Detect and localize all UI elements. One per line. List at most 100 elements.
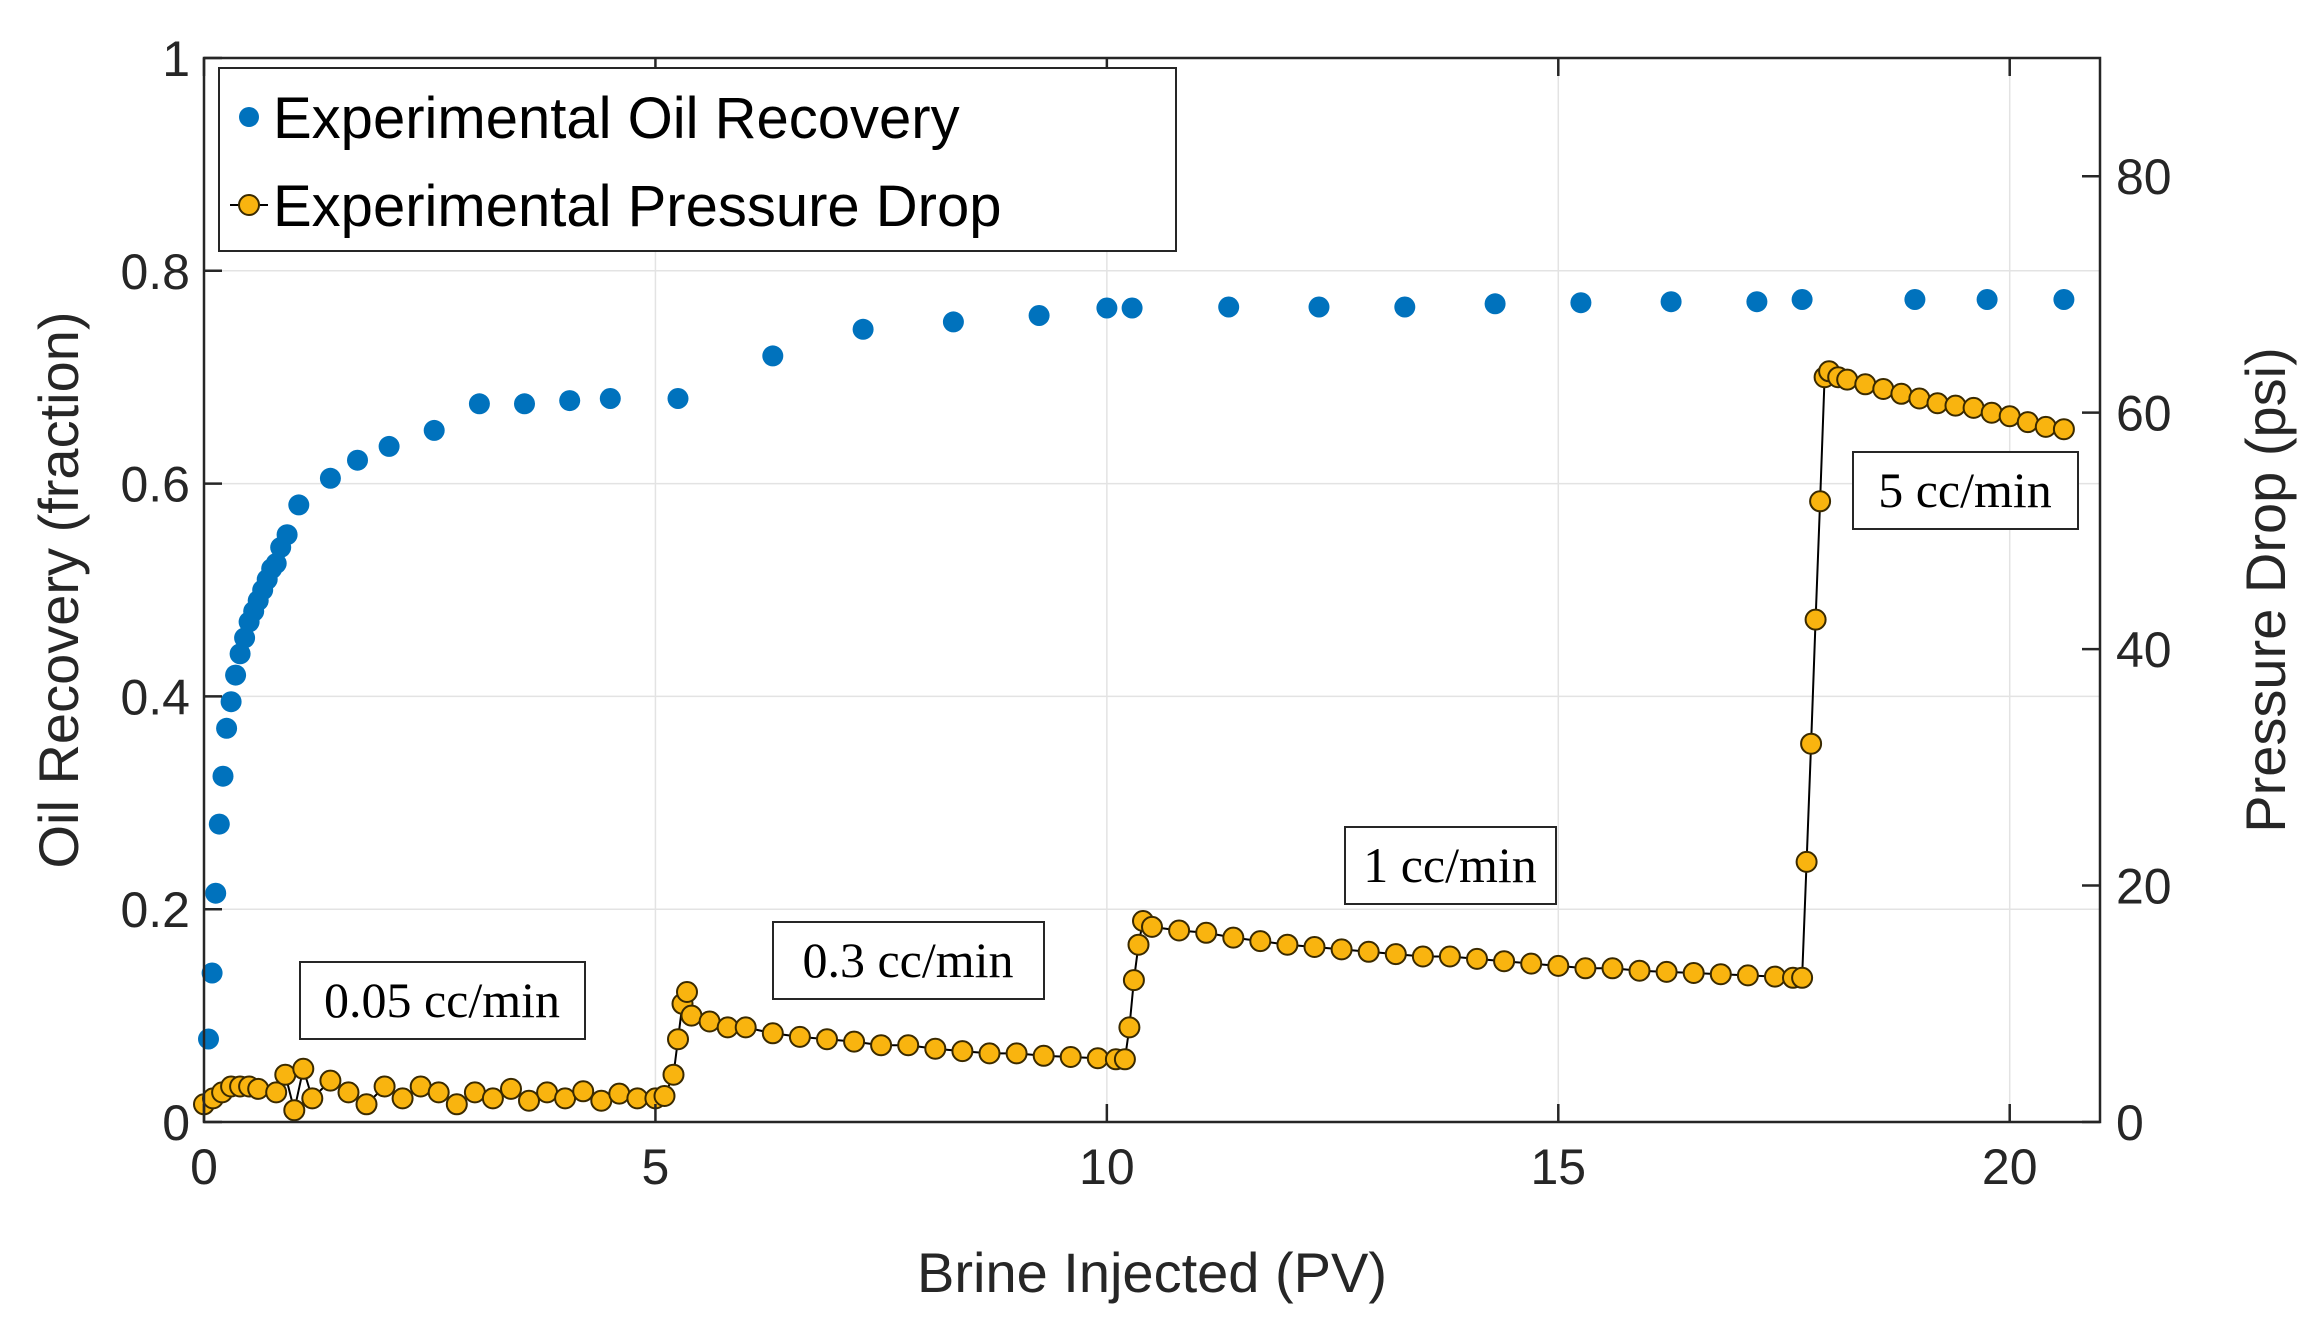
recovery-series xyxy=(198,289,2075,1050)
pressure-point-0-12 xyxy=(319,1069,342,1092)
annotation-box-3 xyxy=(1852,451,2079,530)
recovery-point-8 xyxy=(229,643,251,665)
pressure-point-2-0 xyxy=(1118,1016,1141,1039)
pressure-point-1-20 xyxy=(1086,1047,1109,1070)
recovery-point-4 xyxy=(212,765,234,787)
pressure-point-3-7 xyxy=(1836,368,1859,391)
pressure-point-0-21 xyxy=(481,1087,504,1110)
pressure-point-1-12 xyxy=(870,1034,893,1057)
recovery-point-25 xyxy=(514,393,535,415)
pressure-point-3-19 xyxy=(2052,418,2075,441)
recovery-point-23 xyxy=(423,419,445,441)
annotation-box-1 xyxy=(772,921,1045,1000)
recovery-point-7 xyxy=(225,664,247,686)
pressure-point-3-15 xyxy=(1980,401,2003,424)
pressure-point-1-8 xyxy=(761,1022,784,1045)
pressure-point-0-17 xyxy=(409,1075,432,1098)
pressure-point-0-26 xyxy=(572,1080,595,1103)
pressure-point-2-22 xyxy=(1628,959,1651,982)
pressure-point-2-15 xyxy=(1438,945,1461,968)
pressure-point-0-9 xyxy=(283,1099,306,1122)
pressure-point-0-28 xyxy=(608,1082,631,1105)
recovery-point-30 xyxy=(852,318,874,340)
y-right-tick-label-1: 20 xyxy=(2116,859,2172,915)
recovery-point-44 xyxy=(1976,289,1998,310)
pressure-point-2-8 xyxy=(1249,930,1272,953)
pressure-point-0-11 xyxy=(301,1087,324,1110)
y-right-tick-label-3: 60 xyxy=(2116,386,2172,442)
pressure-point-0-24 xyxy=(536,1081,559,1104)
recovery-point-18 xyxy=(276,524,298,546)
x-tick-label-3: 15 xyxy=(1530,1139,1586,1195)
pressure-point-1-4 xyxy=(680,1004,703,1027)
pressure-point-2-19 xyxy=(1547,954,1570,977)
pressure-point-2-12 xyxy=(1357,940,1380,963)
y-axis-right: 0 20 40 60 80 xyxy=(2082,149,2172,1151)
pressure-point-3-13 xyxy=(1944,394,1967,417)
pressure-point-1-16 xyxy=(978,1042,1001,1065)
y-left-tick-label-5: 1 xyxy=(162,31,190,87)
pressure-point-0-13 xyxy=(337,1081,360,1104)
pressure-point-1-14 xyxy=(924,1037,947,1060)
pressure-point-2-26 xyxy=(1736,964,1759,987)
pressure-point-2-14 xyxy=(1411,945,1434,968)
pressure-point-2-16 xyxy=(1466,947,1488,970)
recovery-point-41 xyxy=(1746,291,1768,313)
recovery-point-32 xyxy=(1028,305,1050,326)
pressure-point-2-25 xyxy=(1709,963,1732,986)
pressure-point-3-16 xyxy=(1998,405,2021,428)
annotation-2: 1 cc/min xyxy=(1363,837,1537,893)
pressure-point-0-27 xyxy=(590,1089,613,1112)
pressure-point-1-5 xyxy=(698,1010,721,1033)
pressure-point-2-17 xyxy=(1493,950,1516,973)
recovery-point-33 xyxy=(1096,297,1118,319)
y-left-tick-label-4: 0.8 xyxy=(120,244,190,300)
recovery-point-40 xyxy=(1660,291,1682,313)
pressure-point-0-22 xyxy=(500,1077,522,1100)
legend-box xyxy=(218,67,1177,252)
recovery-point-3 xyxy=(208,813,230,835)
pressure-point-3-14 xyxy=(1962,396,1985,419)
pressure-series xyxy=(193,360,2075,1122)
recovery-point-20 xyxy=(319,467,341,489)
recovery-point-31 xyxy=(942,311,964,333)
pressure-point-0-31 xyxy=(653,1085,676,1107)
legend-label-recovery: Experimental Oil Recovery xyxy=(273,86,960,151)
pressure-point-3-12 xyxy=(1926,392,1949,415)
recovery-point-29 xyxy=(762,345,784,367)
recovery-point-39 xyxy=(1570,292,1592,314)
pressure-point-0-25 xyxy=(554,1087,577,1110)
pressure-point-3-1 xyxy=(1800,732,1823,755)
recovery-point-42 xyxy=(1791,289,1813,310)
recovery-point-21 xyxy=(347,449,368,471)
x-axis-label: Brine Injected (PV) xyxy=(917,1241,1387,1304)
recovery-point-34 xyxy=(1121,297,1143,319)
pressure-point-0-7 xyxy=(265,1081,288,1104)
y-left-tick-label-3: 0.6 xyxy=(120,457,190,513)
x-tick-label-4: 20 xyxy=(1982,1139,2038,1195)
pressure-point-2-5 xyxy=(1168,919,1191,942)
y-axis-left: 0 0.2 0.4 0.6 0.8 1 xyxy=(120,31,222,1151)
x-axis: 0 5 10 15 20 xyxy=(190,58,2038,1195)
pressure-point-3-18 xyxy=(2034,415,2057,438)
recovery-point-35 xyxy=(1218,296,1240,318)
annotation-0: 0.05 cc/min xyxy=(324,972,560,1028)
pressure-point-1-3 xyxy=(676,981,698,1003)
annotations: 0.05 cc/min 0.3 cc/min 1 cc/min 5 cc/min xyxy=(299,451,2079,1040)
pressure-point-3-10 xyxy=(1890,382,1913,405)
recovery-point-0 xyxy=(198,1028,219,1050)
pressure-point-3-17 xyxy=(2016,411,2039,434)
recovery-point-36 xyxy=(1308,296,1330,318)
pressure-point-1-19 xyxy=(1059,1046,1082,1068)
x-tick-label-1: 5 xyxy=(642,1139,670,1195)
pressure-point-2-1 xyxy=(1122,969,1145,992)
annotation-3: 5 cc/min xyxy=(1878,462,2052,518)
pressure-point-0-6 xyxy=(247,1077,270,1100)
recovery-point-45 xyxy=(2053,289,2075,310)
legend-marker-pressure xyxy=(238,194,260,216)
pressure-point-2-21 xyxy=(1601,957,1624,980)
pressure-point-1-11 xyxy=(843,1030,866,1053)
legend-label-pressure: Experimental Pressure Drop xyxy=(273,174,1002,239)
recovery-point-27 xyxy=(599,388,621,409)
pressure-point-0-23 xyxy=(518,1089,540,1112)
